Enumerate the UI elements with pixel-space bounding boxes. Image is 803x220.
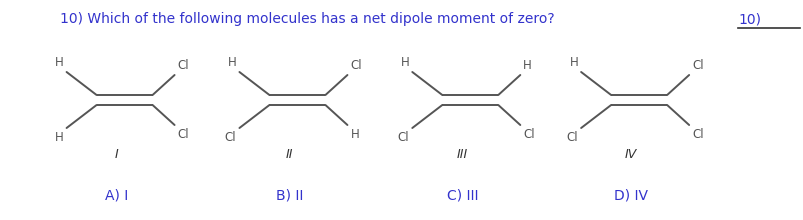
Text: H: H	[523, 59, 532, 72]
Text: 10) Which of the following molecules has a net dipole moment of zero?: 10) Which of the following molecules has…	[60, 12, 554, 26]
Text: C) III: C) III	[446, 188, 478, 202]
Text: I: I	[115, 148, 118, 161]
Text: II: II	[285, 148, 293, 161]
Text: Cl: Cl	[350, 59, 361, 72]
Text: Cl: Cl	[225, 131, 236, 144]
Text: H: H	[227, 56, 236, 69]
Text: Cl: Cl	[177, 59, 189, 72]
Text: H: H	[55, 131, 63, 144]
Text: A) I: A) I	[105, 188, 128, 202]
Text: Cl: Cl	[566, 131, 577, 144]
Text: Cl: Cl	[691, 59, 703, 72]
Text: Cl: Cl	[523, 128, 534, 141]
Text: D) IV: D) IV	[613, 188, 647, 202]
Text: H: H	[569, 56, 577, 69]
Text: H: H	[55, 56, 63, 69]
Text: B) II: B) II	[275, 188, 303, 202]
Text: 10): 10)	[737, 12, 760, 26]
Text: III: III	[456, 148, 467, 161]
Text: H: H	[350, 128, 359, 141]
Text: H: H	[400, 56, 409, 69]
Text: Cl: Cl	[397, 131, 409, 144]
Text: IV: IV	[624, 148, 637, 161]
Text: Cl: Cl	[177, 128, 189, 141]
Text: Cl: Cl	[691, 128, 703, 141]
